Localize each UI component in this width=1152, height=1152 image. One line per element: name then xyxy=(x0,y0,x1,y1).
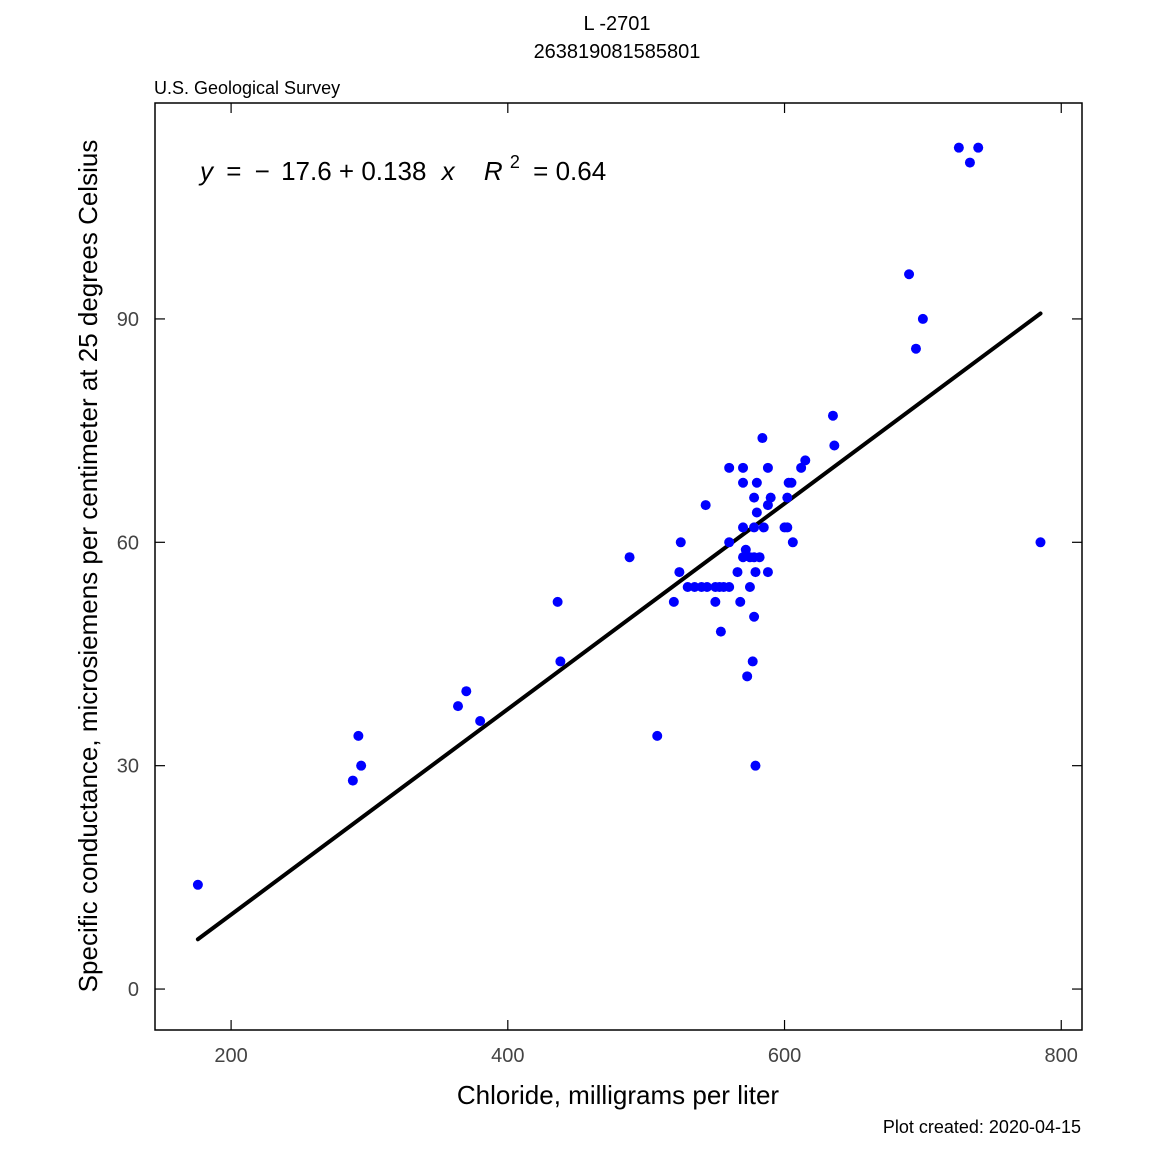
data-point xyxy=(715,626,726,637)
regression-line xyxy=(195,311,1043,942)
data-point xyxy=(796,462,807,473)
data-point xyxy=(829,440,840,451)
data-point xyxy=(700,500,711,511)
equation-slope: 0.138 xyxy=(361,156,426,186)
data-point xyxy=(674,567,685,578)
y-tick-label: 0 xyxy=(128,979,139,1001)
chart-title-line2: 263819081585801 xyxy=(534,41,701,63)
data-point xyxy=(724,581,735,592)
axis-ticks: 200 400 600 800 0 30 60 90 xyxy=(117,103,1082,1067)
data-point xyxy=(762,567,773,578)
data-point xyxy=(749,492,760,503)
data-point xyxy=(904,269,915,280)
equation-y: y xyxy=(198,156,215,186)
data-point xyxy=(555,656,566,667)
x-axis-label: Chloride, milligrams per liter xyxy=(457,1080,780,1110)
data-point xyxy=(552,596,563,607)
equation-r: R xyxy=(484,156,503,186)
data-point xyxy=(740,544,751,555)
data-point xyxy=(742,671,753,682)
equation-minus: − xyxy=(255,156,270,186)
equation-r-exponent: 2 xyxy=(510,152,520,172)
y-axis-label: Specific conductance, microsiemens per c… xyxy=(73,140,103,993)
data-point xyxy=(732,567,743,578)
plot-created-label: Plot created: 2020-04-15 xyxy=(883,1117,1081,1137)
regression-line-group xyxy=(195,311,1043,942)
data-point xyxy=(461,686,472,697)
y-tick-label: 90 xyxy=(117,309,139,331)
regression-equation: y = − 17.6 + 0.138 x R 2 = 0.64 xyxy=(198,144,606,186)
equation-intercept: 17.6 xyxy=(281,156,332,186)
data-point xyxy=(702,581,713,592)
data-point xyxy=(453,701,464,712)
data-point xyxy=(750,760,761,771)
data-point xyxy=(747,656,758,667)
x-tick-label: 800 xyxy=(1045,1045,1078,1067)
data-point xyxy=(782,522,793,533)
data-point xyxy=(751,477,762,488)
data-point xyxy=(754,552,765,563)
equation-equals: = xyxy=(226,156,241,186)
data-point xyxy=(757,433,768,444)
data-points xyxy=(192,142,1046,890)
data-point xyxy=(782,492,793,503)
data-point xyxy=(800,455,811,466)
agency-label: U.S. Geological Survey xyxy=(154,78,340,98)
data-point xyxy=(624,552,635,563)
y-tick-label: 30 xyxy=(117,756,139,778)
x-tick-label: 200 xyxy=(214,1045,247,1067)
equation-r-value: = 0.64 xyxy=(533,156,606,186)
data-point xyxy=(353,730,364,741)
chart-title-line1: L -2701 xyxy=(583,13,650,35)
data-point xyxy=(652,730,663,741)
data-point xyxy=(475,716,486,726)
data-point xyxy=(1035,537,1046,548)
data-point xyxy=(973,142,984,153)
y-tick-label: 60 xyxy=(117,532,139,554)
data-point xyxy=(738,462,749,473)
plot-frame xyxy=(154,102,1083,1031)
data-point xyxy=(787,537,798,548)
data-point xyxy=(735,596,746,607)
data-point xyxy=(749,611,760,622)
data-point xyxy=(964,157,975,168)
x-tick-label: 600 xyxy=(768,1045,801,1067)
data-point xyxy=(765,492,776,503)
data-point xyxy=(762,462,773,473)
data-point xyxy=(356,760,367,771)
data-point xyxy=(675,537,686,548)
data-point xyxy=(953,142,964,153)
x-tick-label: 400 xyxy=(491,1045,524,1067)
data-point xyxy=(724,537,735,548)
data-point xyxy=(749,522,760,533)
data-point xyxy=(668,596,679,607)
data-point xyxy=(347,775,358,786)
data-point xyxy=(744,581,755,592)
data-point xyxy=(751,507,762,518)
data-point xyxy=(738,522,749,533)
data-point xyxy=(689,581,700,592)
data-point xyxy=(827,410,838,421)
data-point xyxy=(192,879,203,890)
data-point xyxy=(724,462,735,473)
equation-x: x xyxy=(440,156,456,186)
data-point xyxy=(786,477,797,488)
data-point xyxy=(758,522,769,533)
data-point xyxy=(738,477,749,488)
data-point xyxy=(917,313,928,324)
data-point xyxy=(682,581,693,592)
data-point xyxy=(710,596,721,607)
equation-plus: + xyxy=(339,156,354,186)
data-point xyxy=(750,567,761,578)
data-point xyxy=(910,343,921,354)
